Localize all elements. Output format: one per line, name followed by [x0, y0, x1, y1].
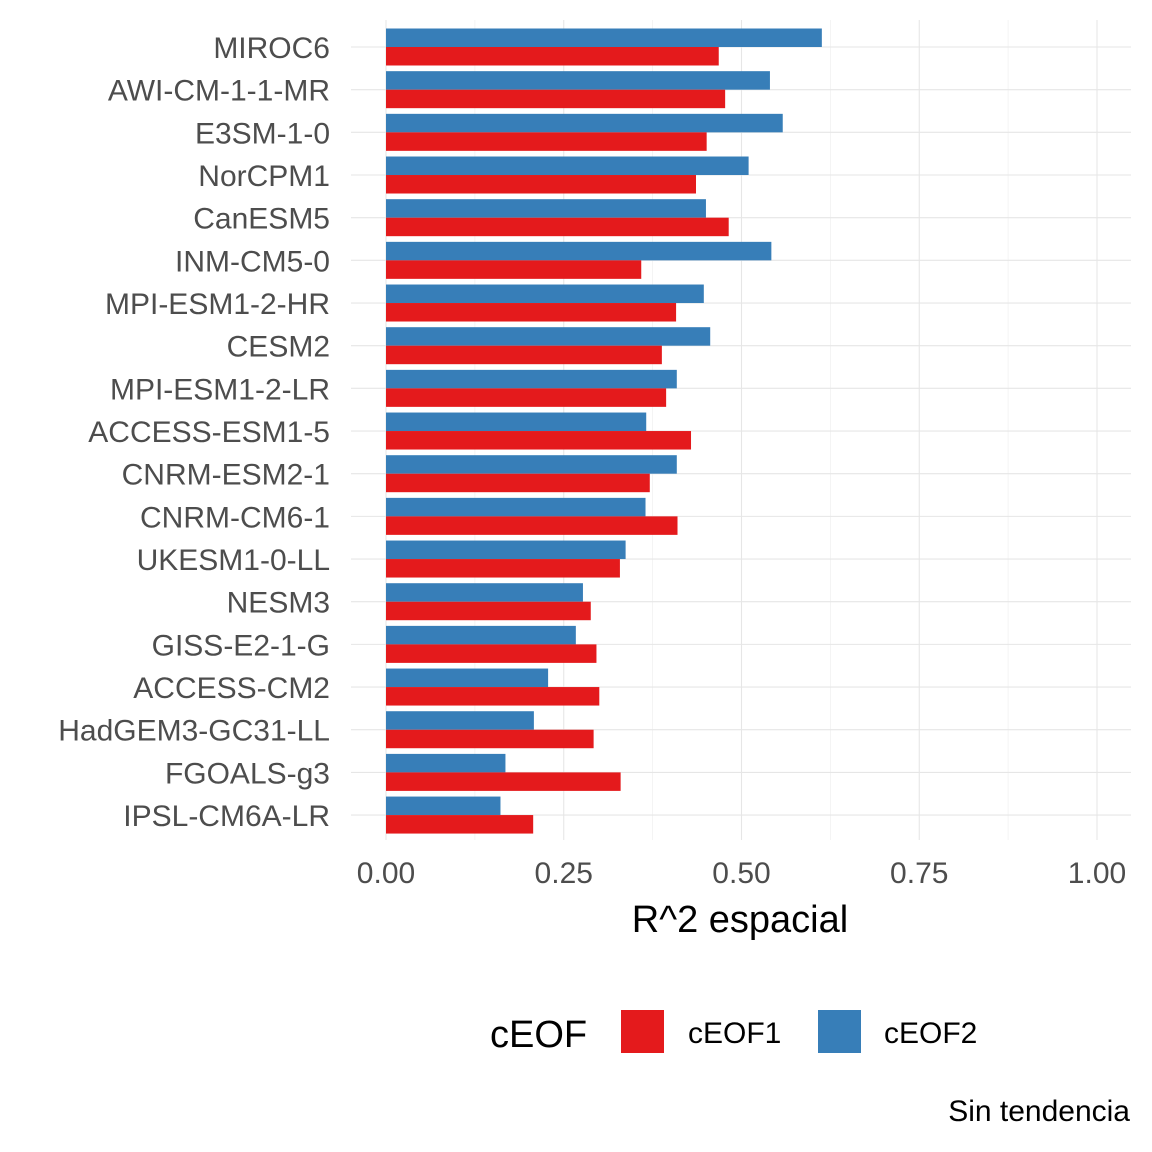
x-tick-label: 0.75 [890, 857, 948, 890]
bar-ceof2-fgoals-g3 [386, 753, 506, 773]
x-tick-label: 0.50 [712, 857, 770, 890]
bar-ceof1-hadgem3-gc31-ll [386, 729, 594, 749]
y-tick-label: CNRM-ESM2-1 [122, 459, 330, 492]
y-tick-label: GISS-E2-1-G [152, 629, 330, 662]
bar-ceof2-canesm5 [386, 199, 706, 218]
legend-swatch-ceof1 [621, 1010, 664, 1053]
y-tick-label: ACCESS-CM2 [133, 672, 330, 705]
y-tick-label: ACCESS-ESM1-5 [88, 416, 330, 449]
bar-ceof1-ipsl-cm6a-lr [386, 815, 534, 834]
bar-ceof2-norcpm1 [386, 156, 749, 176]
bar-ceof2-cnrm-cm6-1 [386, 497, 646, 517]
y-tick-label: MPI-ESM1-2-HR [105, 288, 330, 321]
bar-ceof1-cesm2 [386, 345, 662, 365]
bar-ceof1-inm-cm5-0 [386, 260, 642, 279]
x-axis-label: R^2 espacial [632, 899, 848, 941]
y-tick-label: MPI-ESM1-2-LR [110, 373, 330, 406]
bar-ceof2-ipsl-cm6a-lr [386, 796, 501, 816]
bar-ceof1-cnrm-cm6-1 [386, 516, 678, 535]
bar-ceof2-inm-cm5-0 [386, 241, 772, 261]
y-tick-label: MIROC6 [213, 32, 330, 65]
bar-ceof2-cesm2 [386, 327, 711, 346]
y-tick-label: E3SM-1-0 [195, 117, 330, 150]
bar-ceof1-ukesm1-0-ll [386, 559, 620, 578]
legend: cEOF cEOF1 cEOF2 [490, 1010, 977, 1056]
bar-ceof1-cnrm-esm2-1 [386, 473, 650, 493]
y-tick-label: FGOALS-g3 [165, 757, 330, 790]
legend-label-ceof1: cEOF1 [688, 1017, 781, 1050]
bar-ceof2-hadgem3-gc31-ll [386, 711, 534, 730]
y-tick-label: NorCPM1 [198, 160, 330, 193]
bar-ceof1-miroc6 [386, 47, 719, 66]
bar-ceof1-access-esm1-5 [386, 431, 692, 450]
y-tick-label: HadGEM3-GC31-LL [58, 715, 330, 748]
bar-ceof2-ukesm1-0-ll [386, 540, 626, 560]
y-tick-label: CNRM-CM6-1 [140, 501, 330, 534]
bar-ceof2-miroc6 [386, 28, 822, 47]
bar-ceof2-nesm3 [386, 583, 583, 602]
bar-ceof1-fgoals-g3 [386, 772, 621, 791]
x-tick-label: 0.25 [535, 857, 593, 890]
bar-ceof2-mpi-esm1-2-lr [386, 369, 677, 389]
y-tick-labels: MIROC6 AWI-CM-1-1-MR E3SM-1-0 NorCPM1 CanESM… [58, 32, 330, 833]
y-tick-label: AWI-CM-1-1-MR [108, 75, 330, 108]
bar-ceof1-awi-cm-1-1-mr [386, 89, 726, 109]
bar-ceof2-giss-e2-1-g [386, 625, 576, 645]
bar-ceof2-awi-cm-1-1-mr [386, 71, 770, 90]
legend-label-ceof2: cEOF2 [884, 1017, 977, 1050]
caption: Sin tendencia [948, 1095, 1130, 1128]
y-tick-label: INM-CM5-0 [175, 245, 330, 278]
y-tick-label: UKESM1-0-LL [137, 544, 330, 577]
x-tick-label: 0.00 [357, 857, 415, 890]
bar-ceof2-access-esm1-5 [386, 412, 647, 432]
bars [386, 28, 822, 834]
bar-ceof1-mpi-esm1-2-hr [386, 303, 677, 322]
y-tick-label: NESM3 [227, 587, 330, 620]
legend-title: cEOF [490, 1014, 587, 1056]
y-tick-label: CanESM5 [193, 203, 330, 236]
bar-ceof2-e3sm-1-0 [386, 113, 783, 133]
bar-ceof1-norcpm1 [386, 175, 696, 194]
bar-ceof1-mpi-esm1-2-lr [386, 388, 667, 407]
bar-ceof1-access-cm2 [386, 687, 600, 706]
bar-ceof1-giss-e2-1-g [386, 644, 597, 663]
x-tick-labels: 0.00 0.25 0.50 0.75 1.00 [357, 857, 1126, 890]
legend-swatch-ceof2 [818, 1010, 861, 1053]
bar-ceof1-e3sm-1-0 [386, 132, 707, 151]
x-tick-label: 1.00 [1068, 857, 1126, 890]
bar-ceof2-mpi-esm1-2-hr [386, 284, 704, 304]
y-tick-label: CESM2 [227, 331, 330, 364]
bar-ceof1-canesm5 [386, 217, 729, 237]
bar-ceof2-cnrm-esm2-1 [386, 455, 677, 474]
bar-ceof2-access-cm2 [386, 668, 549, 688]
y-tick-label: IPSL-CM6A-LR [123, 800, 330, 833]
bar-ceof1-nesm3 [386, 601, 591, 621]
